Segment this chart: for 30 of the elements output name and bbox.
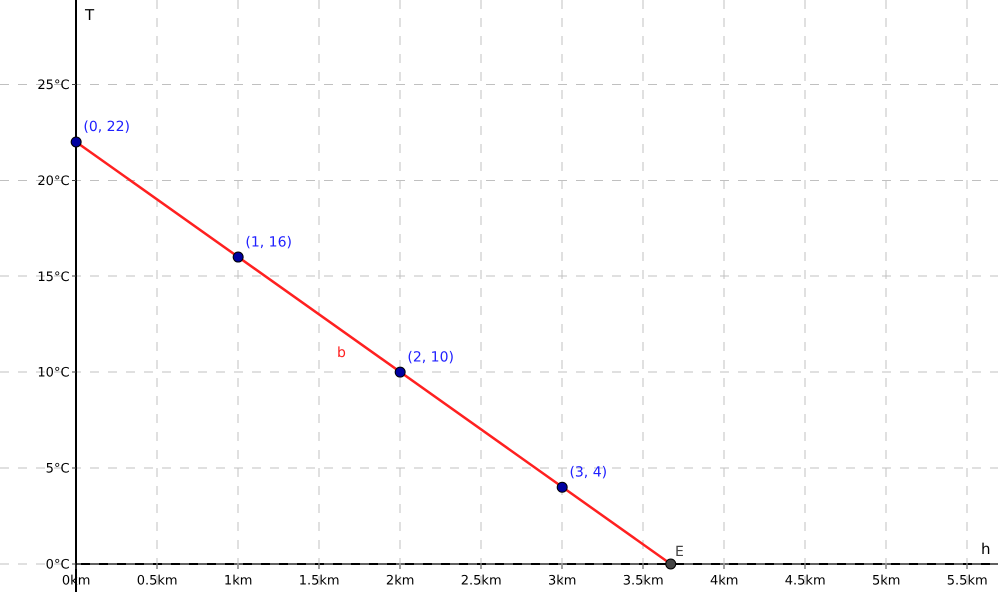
y-tick-label: 20°C	[37, 174, 70, 189]
series-label: E	[675, 544, 684, 560]
point	[394, 366, 406, 378]
series-label: b	[337, 345, 346, 361]
x-tick-label: 4.5km	[784, 574, 826, 589]
x-tick-label: 1.5km	[298, 574, 340, 589]
y-tick-label: 5°C	[46, 462, 70, 477]
x-tick-label: 3.5km	[622, 574, 664, 589]
x-tick-label: 4km	[710, 574, 738, 589]
x-tick-label: 3km	[548, 574, 576, 589]
data-label: (0, 22)	[83, 119, 130, 136]
y-tick-label: 25°C	[37, 78, 70, 93]
y-tick-label: 0°C	[46, 558, 70, 573]
x-tick-label: 5km	[872, 574, 900, 589]
point	[70, 136, 82, 148]
x-tick-label: 2km	[386, 574, 414, 589]
point	[232, 252, 244, 263]
data-label: (3, 4)	[569, 464, 608, 481]
x-tick-label: 1km	[224, 574, 252, 589]
x-tick-label: 2.5km	[460, 574, 502, 589]
data-label: (1, 16)	[245, 234, 292, 250]
x-tick-label: 0.5km	[136, 574, 178, 589]
point	[556, 482, 568, 493]
data-label: (2, 10)	[407, 349, 454, 366]
y-tick-label: 15°C	[37, 270, 70, 285]
y-axis-title: T	[84, 6, 95, 24]
y-tick-label: 10°C	[37, 366, 70, 381]
point	[665, 558, 676, 570]
x-axis-title: h	[981, 540, 991, 558]
x-tick-label: 5.5km	[946, 574, 988, 589]
